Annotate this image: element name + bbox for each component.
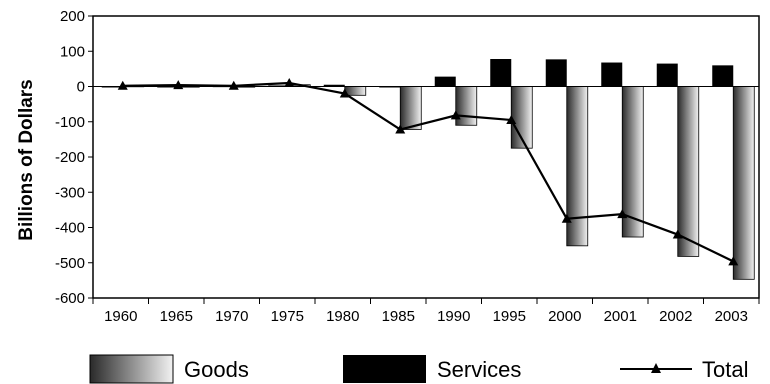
y-tick-label: -400: [55, 220, 85, 237]
services-bar: [545, 59, 567, 87]
x-tick-label: 2000: [548, 308, 581, 325]
x-tick-label: 2002: [659, 308, 692, 325]
legend-swatch-goods: [89, 354, 174, 384]
total-point: [117, 80, 128, 90]
x-tick-label: 2001: [604, 308, 637, 325]
goods-bar: [732, 86, 755, 280]
total-point: [506, 114, 517, 124]
services-bar: [434, 76, 456, 87]
total-point: [395, 124, 406, 134]
services-bar: [656, 63, 678, 87]
total-point: [339, 88, 350, 98]
y-tick-label: 200: [60, 8, 85, 25]
total-point: [284, 77, 295, 87]
x-tick-label: 2003: [715, 308, 748, 325]
y-tick-label: -200: [55, 149, 85, 166]
total-point: [728, 256, 739, 266]
services-bar: [268, 85, 290, 87]
services-bar: [490, 59, 512, 87]
y-tick-label: -100: [55, 114, 85, 131]
x-tick-label: 1985: [382, 308, 415, 325]
y-tick-label: -600: [55, 290, 85, 307]
plot-frame: [92, 15, 760, 299]
services-bar: [601, 62, 623, 87]
y-tick-label: 100: [60, 43, 85, 60]
services-bar: [323, 84, 345, 87]
goods-bars: [122, 84, 755, 280]
x-tick-label: 1960: [104, 308, 137, 325]
x-tick-label: 1965: [160, 308, 193, 325]
legend-swatch-services: [343, 355, 426, 383]
total-series-line: [122, 81, 734, 263]
x-tick-label: 1990: [437, 308, 470, 325]
legend-swatch-total-marker: [651, 363, 661, 373]
y-tick-label: -500: [55, 255, 85, 272]
legend-label-services: Services: [437, 357, 521, 382]
goods-bar: [677, 86, 700, 257]
total-point: [617, 209, 628, 219]
total-point: [561, 213, 572, 223]
total-point: [450, 110, 461, 120]
legend: Goods Services Total: [89, 354, 748, 384]
total-point: [672, 229, 683, 239]
goods-bar: [344, 86, 367, 96]
legend-label-total: Total: [702, 357, 748, 382]
legend-label-goods: Goods: [184, 357, 249, 382]
x-tick-label: 1980: [326, 308, 359, 325]
total-point: [173, 80, 184, 90]
y-tick-labels: 200 100 0 -100 -200 -300 -400 -500 -600: [55, 8, 85, 307]
y-tick-label: -300: [55, 184, 85, 201]
services-bars: [101, 59, 734, 88]
goods-bar: [399, 86, 422, 130]
total-point: [228, 80, 239, 90]
axis-tick-marks: [88, 15, 760, 304]
x-tick-label: 1970: [215, 308, 248, 325]
y-axis-label: Billions of Dollars: [16, 79, 37, 241]
x-tick-label: 1975: [271, 308, 304, 325]
y-tick-label: 0: [77, 79, 85, 96]
total-line: [117, 77, 739, 266]
services-bar: [712, 65, 734, 87]
x-tick-labels: 1960 1965 1970 1975 1980 1985 1990 1995 2000 2001…: [104, 308, 748, 325]
goods-bar: [455, 86, 478, 126]
x-tick-label: 1995: [493, 308, 526, 325]
